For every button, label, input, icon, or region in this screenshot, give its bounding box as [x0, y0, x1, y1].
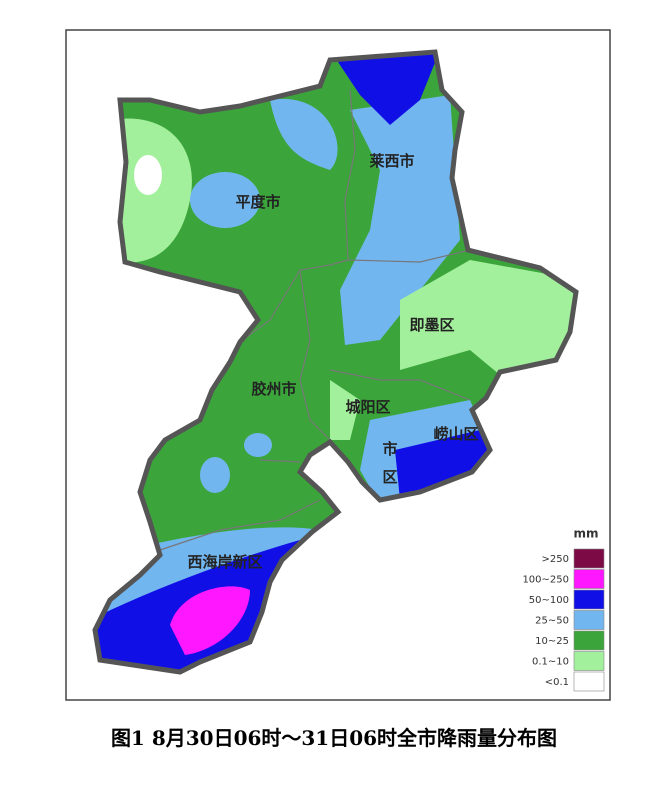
legend-swatch	[573, 651, 605, 671]
legend-label: <0.1	[545, 677, 569, 688]
map-figure: 莱西市 平度市 即墨区 胶州市 城阳区 崂山区 市 区 西海岸新区 mm >25…	[65, 29, 611, 701]
region-label: 城阳区	[345, 398, 390, 416]
region-label: 市	[382, 440, 397, 458]
caption: 图1 8月30日06时～31日06时全市降雨量分布图	[110, 726, 558, 750]
legend: >250 100~250 50~100 25~50 10~25 0.1~10 <0.1	[522, 548, 605, 692]
region-label: 崂山区	[433, 425, 478, 443]
legend-label: 50~100	[529, 595, 569, 606]
region-label: 莱西市	[369, 152, 414, 170]
legend-swatch	[573, 610, 605, 630]
legend-title: mm	[573, 527, 598, 541]
legend-swatch	[573, 548, 605, 569]
legend-label: 10~25	[535, 636, 569, 647]
district-borders	[159, 89, 471, 551]
legend-label: >250	[542, 554, 569, 565]
legend-swatch	[573, 569, 605, 589]
region-label: 平度市	[235, 193, 280, 211]
region-label: 区	[382, 468, 397, 486]
region-label: 西海岸新区	[187, 553, 262, 571]
legend-label: 100~250	[522, 575, 569, 586]
region-label: 即墨区	[409, 316, 454, 334]
legend-swatch	[573, 589, 605, 610]
legend-swatch	[573, 630, 605, 651]
legend-label: 25~50	[535, 616, 569, 627]
legend-swatch	[573, 671, 605, 692]
legend-label: 0.1~10	[532, 657, 569, 668]
region-label: 胶州市	[251, 380, 296, 398]
